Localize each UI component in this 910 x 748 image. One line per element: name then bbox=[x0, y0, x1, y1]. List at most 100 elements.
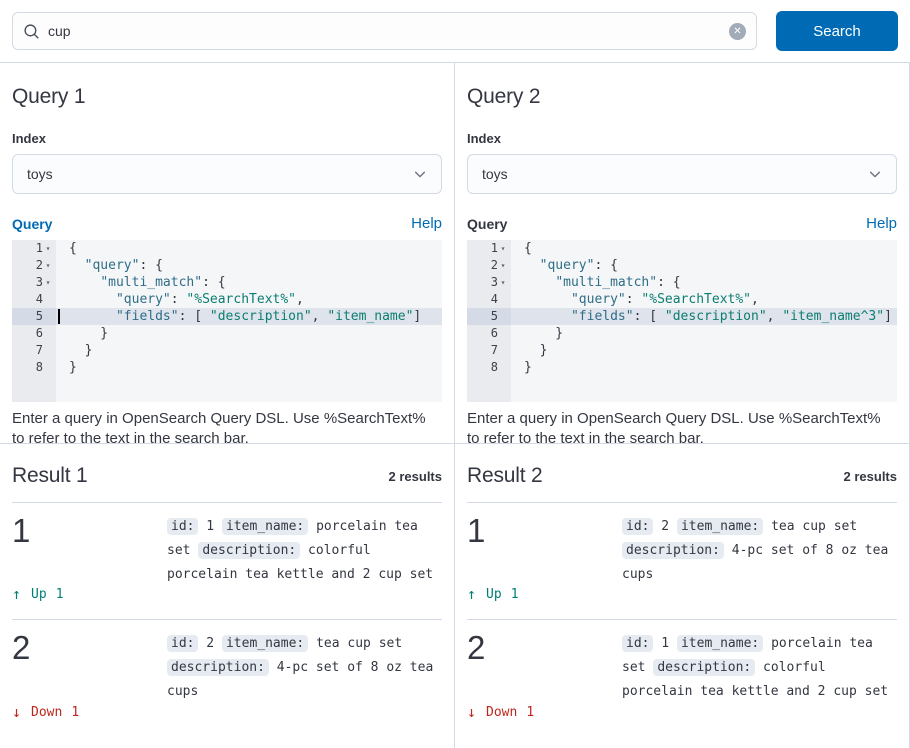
code-line-text: } bbox=[69, 326, 109, 341]
rank-change-indicator: ↓ Down 1 bbox=[467, 703, 622, 721]
line-number: 1 ▾ bbox=[467, 240, 511, 257]
code-line-text: "query": "%SearchText%", bbox=[570, 292, 759, 307]
field-key-chip: item_name: bbox=[221, 518, 309, 535]
code-line: 3 ▾ "multi_match": { bbox=[12, 274, 442, 291]
field-key-chip: id: bbox=[167, 635, 199, 652]
rank-number: 2 bbox=[12, 629, 31, 666]
query-code-editor[interactable]: 1 ▾{2 ▾ "query": {3 ▾ "multi_match": {4 "qu… bbox=[12, 240, 442, 402]
help-link[interactable]: Help bbox=[866, 215, 897, 232]
line-number: 7 bbox=[467, 342, 511, 359]
line-number: 6 bbox=[12, 325, 56, 342]
field-key-chip: item_name: bbox=[221, 635, 309, 652]
editor-filler bbox=[12, 376, 442, 402]
line-number: 8 bbox=[467, 359, 511, 376]
index-select[interactable]: toys bbox=[467, 154, 897, 194]
document-fields: id: 2 item_name: tea cup set description… bbox=[622, 518, 889, 582]
line-number: 3 ▾ bbox=[467, 274, 511, 291]
rank-change-label: Up bbox=[486, 586, 502, 602]
line-number: 4 bbox=[467, 291, 511, 308]
result-panel: Result 2 2 results 1 ↑ Up 1 id: 2 item_n… bbox=[455, 444, 909, 748]
code-line-text: "query": { bbox=[539, 258, 618, 273]
query-label: Query bbox=[467, 215, 508, 232]
rank-cell: 2 ↓ Down 1 bbox=[12, 628, 167, 737]
rank-number: 1 bbox=[12, 512, 31, 549]
line-number: 5 bbox=[12, 308, 56, 325]
chevron-down-icon bbox=[869, 171, 881, 178]
field-key-chip: description: bbox=[167, 659, 269, 676]
search-bar-row: ✕ Search bbox=[0, 0, 910, 63]
code-line: 2 ▾ "query": { bbox=[12, 257, 442, 274]
line-number: 4 bbox=[12, 291, 56, 308]
query-code-editor[interactable]: 1 ▾{2 ▾ "query": {3 ▾ "multi_match": {4 "qu… bbox=[467, 240, 897, 402]
code-line-text: } bbox=[69, 360, 77, 375]
field-key-chip: description: bbox=[653, 659, 756, 676]
editor-filler bbox=[467, 376, 897, 402]
clear-icon[interactable]: ✕ bbox=[729, 22, 746, 40]
index-selected-value: toys bbox=[27, 166, 53, 182]
code-line-text: { bbox=[524, 241, 532, 256]
rank-change-count: 1 bbox=[526, 704, 535, 720]
text-cursor bbox=[58, 309, 60, 324]
query-editor-header: Query Help bbox=[467, 215, 897, 232]
fold-arrow-icon: ▾ bbox=[45, 278, 51, 287]
query-panel: Query 2 Index toys Query Help 1 ▾ {2 ▾ "que… bbox=[455, 63, 909, 447]
query-hint-text: Enter a query in OpenSearch Query DSL. U… bbox=[467, 410, 881, 447]
search-button[interactable]: Search bbox=[776, 11, 898, 51]
document-fields: id: 1 item_name: porcelain tea set descr… bbox=[167, 518, 434, 582]
line-number: 7 bbox=[12, 342, 56, 359]
query-panel-title: Query 2 bbox=[467, 85, 541, 108]
code-line: 8} bbox=[467, 359, 897, 376]
result-row: 1 ↑ Up 1 id: 1 item_name: porcelain tea … bbox=[12, 503, 442, 620]
result-row: 2 ↓ Down 1 id: 1 item_name: porcelain te… bbox=[467, 620, 897, 737]
document-fields: id: 1 item_name: porcelain tea set descr… bbox=[622, 635, 889, 699]
result-row: 2 ↓ Down 1 id: 2 item_name: tea cup set … bbox=[12, 620, 442, 737]
index-selected-value: toys bbox=[482, 166, 508, 182]
code-line-text: { bbox=[69, 241, 77, 256]
up-arrow-icon: ↑ bbox=[467, 585, 477, 603]
result-panel-title: Result 2 bbox=[467, 464, 543, 487]
line-number: 6 bbox=[467, 325, 511, 342]
code-line: 7 } bbox=[12, 342, 442, 359]
rank-change-indicator: ↓ Down 1 bbox=[12, 703, 167, 721]
down-arrow-icon: ↓ bbox=[12, 703, 22, 721]
code-line-text: "multi_match": { bbox=[100, 275, 226, 290]
code-line-text: "fields": [ "description", "item_name"] bbox=[56, 308, 442, 325]
code-line-text: } bbox=[524, 326, 564, 341]
result-header: Result 2 2 results bbox=[467, 464, 897, 488]
line-number: 5 bbox=[467, 308, 511, 325]
search-input-box[interactable]: ✕ bbox=[12, 12, 757, 50]
rank-number: 2 bbox=[467, 629, 486, 666]
result-count-badge: 2 results bbox=[388, 468, 442, 484]
fold-arrow-icon: ▾ bbox=[500, 278, 506, 287]
index-select[interactable]: toys bbox=[12, 154, 442, 194]
result-panel-title: Result 1 bbox=[12, 464, 88, 487]
rank-cell: 1 ↑ Up 1 bbox=[12, 511, 167, 619]
field-key-chip: description: bbox=[198, 542, 301, 559]
code-line-text: "multi_match": { bbox=[555, 275, 681, 290]
rank-change-indicator: ↑ Up 1 bbox=[12, 585, 167, 603]
field-key-chip: description: bbox=[622, 542, 724, 559]
result-header-divider bbox=[12, 502, 442, 503]
line-number: 2 ▾ bbox=[12, 257, 56, 274]
index-label: Index bbox=[467, 131, 501, 146]
help-link[interactable]: Help bbox=[411, 215, 442, 232]
field-key-chip: id: bbox=[167, 518, 199, 535]
code-line: 8} bbox=[12, 359, 442, 376]
rank-cell: 2 ↓ Down 1 bbox=[467, 628, 622, 737]
search-input[interactable] bbox=[40, 23, 729, 39]
field-key-chip: id: bbox=[622, 518, 654, 535]
code-line: 1 ▾ { bbox=[12, 240, 442, 257]
code-line: 7 } bbox=[467, 342, 897, 359]
rank-change-count: 1 bbox=[55, 586, 64, 602]
magnifier-icon bbox=[24, 23, 39, 39]
fold-arrow-icon: ▾ bbox=[45, 261, 51, 270]
rank-change-label: Down bbox=[486, 704, 518, 720]
field-key-chip: item_name: bbox=[676, 518, 764, 535]
code-line-text: } bbox=[69, 343, 93, 358]
code-line: 3 ▾ "multi_match": { bbox=[467, 274, 897, 291]
result-count-badge: 2 results bbox=[843, 468, 897, 484]
line-number: 2 ▾ bbox=[467, 257, 511, 274]
fold-arrow-icon: ▾ bbox=[500, 261, 506, 270]
query-hint-text: Enter a query in OpenSearch Query DSL. U… bbox=[12, 410, 426, 447]
